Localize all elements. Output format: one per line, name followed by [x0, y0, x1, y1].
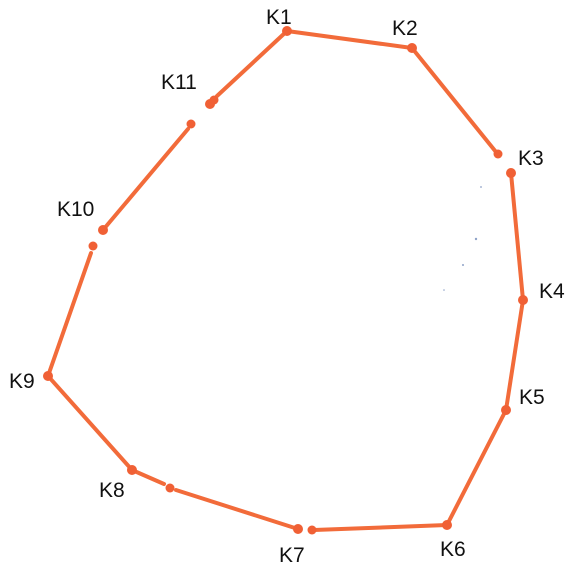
polygon-edge-9 — [46, 374, 134, 472]
label-k7: K7 — [279, 544, 305, 567]
polygon-edge-6 — [312, 523, 449, 532]
point-labels: K1 K2 K3 K4 K5 K6 K7 K8 K9 K10 K11 — [9, 6, 565, 567]
label-k11: K11 — [161, 71, 197, 94]
point-k9 — [43, 371, 53, 381]
gap-marker-1 — [493, 149, 503, 159]
point-k8 — [127, 465, 137, 475]
point-k1 — [282, 26, 292, 36]
label-k1: K1 — [266, 6, 292, 29]
polygon-edge-2 — [410, 46, 498, 154]
label-k8: K8 — [99, 479, 125, 502]
point-k5 — [501, 405, 511, 415]
label-k3: K3 — [518, 147, 544, 170]
gap-marker-6 — [209, 95, 219, 105]
polygon-points — [43, 26, 528, 535]
label-k9: K9 — [9, 370, 35, 393]
polygon-edge-12 — [215, 29, 289, 98]
polygon-edges — [46, 29, 525, 532]
polygon-edge-1 — [285, 29, 414, 50]
label-k4: K4 — [539, 280, 565, 303]
label-k2: K2 — [392, 17, 418, 40]
point-k6 — [442, 520, 452, 530]
polygon-edge-10 — [46, 251, 93, 378]
gap-marker-5 — [186, 119, 196, 129]
point-k10 — [98, 225, 108, 235]
point-k2 — [407, 43, 417, 53]
gap-marker-4 — [88, 241, 98, 251]
paper-specks — [443, 186, 482, 291]
point-k7 — [293, 524, 303, 534]
gap-marker-3 — [165, 483, 175, 493]
polygon-edge-8 — [130, 468, 166, 486]
point-k3 — [506, 168, 516, 178]
polygon-edge-4 — [504, 298, 525, 412]
label-k10: K10 — [57, 198, 94, 221]
polygon-edge-3 — [509, 171, 525, 302]
polygon-edge-7 — [174, 488, 300, 531]
polygon-edge-11 — [101, 127, 190, 232]
label-k6: K6 — [440, 538, 466, 561]
label-k5: K5 — [519, 386, 545, 409]
gap-marker-2 — [307, 525, 317, 535]
polygon-edge-5 — [445, 408, 508, 527]
point-k4 — [518, 295, 528, 305]
